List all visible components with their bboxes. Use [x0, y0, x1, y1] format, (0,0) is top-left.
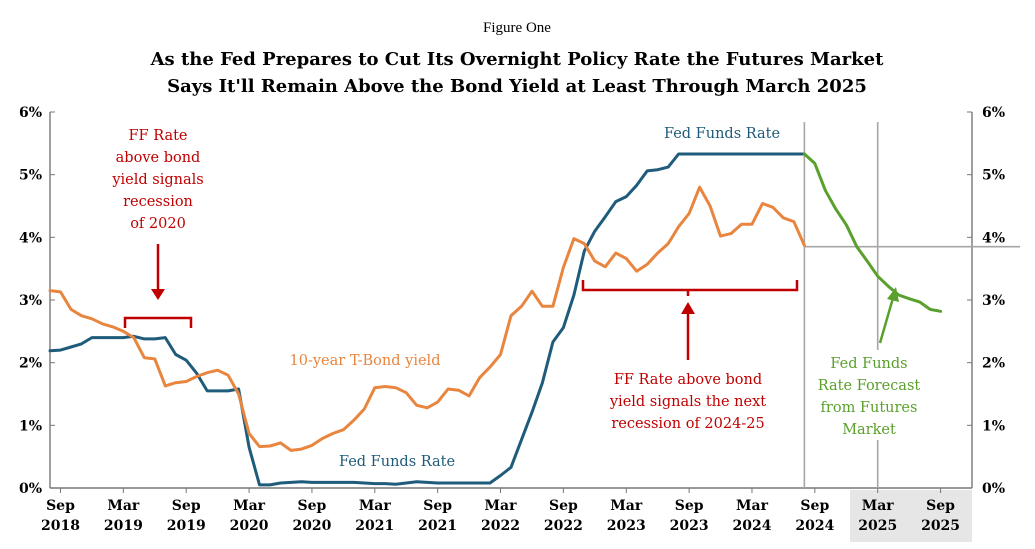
x-tick-year-9: 2023	[607, 518, 646, 534]
tbond-yield-line	[48, 185, 806, 452]
x-tick-year-11: 2024	[732, 518, 771, 534]
x-tick-month-13: Mar	[862, 498, 895, 514]
x-tick-year-12: 2024	[795, 518, 834, 534]
forecast-arrow	[878, 297, 895, 344]
forecast-note-line-3: from Futures	[821, 400, 918, 416]
forecast-note-line-4: Market	[842, 422, 896, 438]
x-tick-month-10: Sep	[675, 498, 704, 514]
x-tick-month-6: Sep	[423, 498, 452, 514]
x-tick-year-7: 2022	[481, 518, 520, 534]
right-note-line-2: yield signals the next	[609, 394, 766, 410]
x-axis: Sep 2018 Mar 2019 Sep 2019 Mar 2020 Sep 2020 Mar 20…	[41, 488, 960, 534]
x-tick-month-8: Sep	[549, 498, 578, 514]
forecast-note-bg	[820, 350, 920, 440]
forecast-note-line-2: Rate Forecast	[818, 378, 921, 394]
left-note-arrowhead	[151, 289, 165, 300]
left-note-line-5: of 2020	[130, 216, 186, 232]
left-note-line-4: recession	[123, 194, 193, 210]
left-note-line-1: FF Rate	[128, 128, 187, 144]
x-tick-year-3: 2020	[230, 518, 269, 534]
right-note-bracket	[581, 280, 799, 292]
chart-title-line-1: As the Fed Prepares to Cut Its Overnight…	[150, 49, 885, 70]
x-tick-month-0: Sep	[46, 498, 75, 514]
fed-funds-rate-line	[48, 152, 806, 487]
tbond-label: 10-year T-Bond yield	[290, 353, 441, 369]
y-tick-left-4: 4%	[19, 230, 42, 246]
x-tick-year-4: 2020	[292, 518, 331, 534]
y-tick-left-6: 6%	[19, 105, 42, 121]
figure-label: Figure One	[483, 20, 551, 36]
x-tick-month-5: Mar	[359, 498, 392, 514]
right-note-line-3: recession of 2024-25	[611, 416, 764, 432]
x-tick-year-6: 2021	[418, 518, 457, 534]
x-tick-month-9: Mar	[610, 498, 643, 514]
x-tick-year-13: 2025	[858, 518, 897, 534]
x-tick-year-0: 2018	[41, 518, 80, 534]
forecast-axis-shade	[850, 490, 972, 542]
x-tick-month-11: Mar	[736, 498, 769, 514]
y-tick-left-0: 0%	[19, 481, 42, 497]
right-note-arrowhead	[681, 302, 695, 314]
y-tick-right-6: 6%	[982, 105, 1005, 121]
right-recession-note: FF Rate above bond yield signals the nex…	[581, 280, 799, 432]
left-note-bracket	[123, 316, 193, 328]
y-axis-right: 0% 1% 2% 3% 4% 5% 6%	[967, 105, 1005, 497]
y-tick-right-0: 0%	[982, 481, 1005, 497]
x-tick-year-10: 2023	[670, 518, 709, 534]
y-tick-right-5: 5%	[982, 168, 1005, 184]
y-tick-right-4: 4%	[982, 230, 1005, 246]
x-tick-month-4: Sep	[298, 498, 327, 514]
left-note-line-2: above bond	[116, 150, 201, 166]
forecast-note: Fed Funds Rate Forecast from Futures Mar…	[818, 287, 921, 440]
x-tick-month-3: Mar	[233, 498, 266, 514]
forecast-arrowhead	[887, 287, 899, 302]
fed-funds-label-top: Fed Funds Rate	[664, 126, 780, 142]
left-recession-note: FF Rate above bond yield signals recessi…	[111, 128, 204, 328]
y-tick-left-5: 5%	[19, 168, 42, 184]
y-tick-right-1: 1%	[982, 418, 1005, 434]
series-layer	[48, 152, 943, 487]
annotations: Fed Funds Rate Fed Funds Rate 10-year T-…	[111, 126, 920, 470]
forecast-note-line-1: Fed Funds	[830, 356, 907, 372]
x-tick-year-2: 2019	[167, 518, 206, 534]
chart-title-line-2: Says It'll Remain Above the Bond Yield a…	[167, 76, 867, 97]
y-tick-left-3: 3%	[19, 293, 42, 309]
x-tick-year-8: 2022	[544, 518, 583, 534]
y-tick-left-2: 2%	[19, 356, 42, 372]
y-tick-right-3: 3%	[982, 293, 1005, 309]
x-tick-month-2: Sep	[172, 498, 201, 514]
x-tick-month-14: Sep	[926, 498, 955, 514]
x-tick-month-7: Mar	[485, 498, 518, 514]
x-tick-month-12: Sep	[800, 498, 829, 514]
x-tick-year-5: 2021	[355, 518, 394, 534]
fed-funds-label-bottom: Fed Funds Rate	[339, 454, 455, 470]
y-axis-left: 0% 1% 2% 3% 4% 5% 6%	[19, 105, 55, 497]
y-tick-left-1: 1%	[19, 418, 42, 434]
ff-forecast-line	[802, 152, 943, 313]
right-note-line-1: FF Rate above bond	[614, 372, 762, 388]
left-note-line-3: yield signals	[111, 172, 203, 188]
x-tick-year-14: 2025	[921, 518, 960, 534]
y-tick-right-2: 2%	[982, 356, 1005, 372]
x-tick-month-1: Mar	[107, 498, 140, 514]
x-tick-year-1: 2019	[104, 518, 143, 534]
